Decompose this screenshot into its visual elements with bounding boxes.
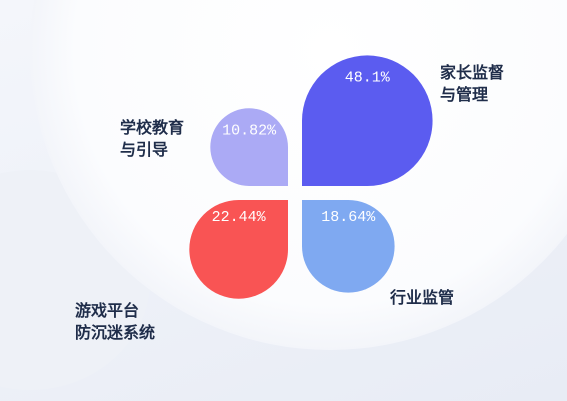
category-label: 家长监督 与管理 bbox=[440, 63, 505, 104]
bg-circle bbox=[30, 0, 567, 350]
value-label: 18.64% bbox=[321, 209, 376, 226]
petals: 48.1% 10.82% 22.44% 18.64% bbox=[189, 55, 433, 299]
petal bbox=[189, 200, 288, 299]
category-label: 行业监管 bbox=[390, 288, 455, 307]
petal bbox=[302, 200, 395, 293]
value-label: 10.82% bbox=[222, 122, 277, 139]
petal bbox=[302, 55, 433, 186]
value-label: 22.44% bbox=[212, 209, 267, 226]
category-label: 游戏平台 防沉迷系统 bbox=[75, 301, 156, 342]
petal bbox=[210, 108, 288, 186]
category-label: 学校教育 与引导 bbox=[120, 118, 185, 159]
value-label: 48.1% bbox=[345, 69, 391, 86]
